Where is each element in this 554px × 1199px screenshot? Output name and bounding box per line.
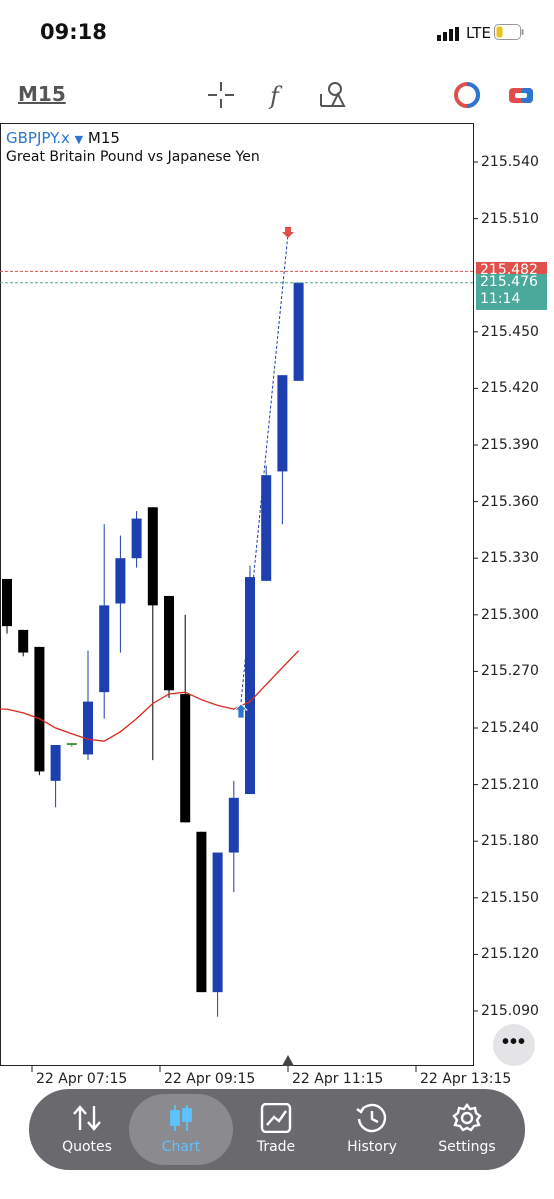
tab-trade[interactable]: Trade <box>228 1089 324 1170</box>
candle-body <box>261 475 272 581</box>
tab-history[interactable]: History <box>324 1089 420 1170</box>
price-axis-label: 215.510 <box>481 210 539 227</box>
price-axis-label: 215.540 <box>481 154 539 170</box>
price-axis-label: 215.090 <box>481 1003 539 1019</box>
price-axis-label: 215.390 <box>481 437 539 453</box>
bar-countdown: 11:14 <box>480 291 521 307</box>
buy-arrow-icon <box>234 703 248 719</box>
chart-timeframe: M15 <box>87 129 120 147</box>
candles-icon <box>170 1105 192 1131</box>
tab-label: Settings <box>438 1139 496 1155</box>
more-dots-icon: ••• <box>501 1031 526 1053</box>
price-axis-label: 215.450 <box>481 323 539 340</box>
candle-body <box>115 558 126 604</box>
candle-body <box>164 595 174 691</box>
price-axis-label: 215.150 <box>481 889 539 906</box>
symbol-name[interactable]: GBPJPY.x <box>6 129 70 147</box>
symbol-title[interactable]: GBPJPY.x ▼ M15 <box>6 129 120 147</box>
candle-body <box>293 282 304 381</box>
chevron-down-icon[interactable]: ▼ <box>74 133 84 146</box>
price-axis-label: 215.240 <box>481 720 539 736</box>
chart-frame <box>0 123 474 1066</box>
tab-label: Chart <box>161 1139 201 1155</box>
trade-arrow-line <box>239 233 289 713</box>
candle-body <box>196 831 207 993</box>
trade-panel-icon[interactable] <box>452 80 482 110</box>
candle-body <box>245 577 255 795</box>
moving-average-line <box>0 650 300 742</box>
tab-label: Quotes <box>62 1139 112 1155</box>
candle-body <box>34 646 45 772</box>
more-button[interactable]: ••• <box>493 1024 535 1066</box>
price-axis-label: 215.180 <box>481 833 539 850</box>
time-axis-label: 22 Apr 07:15 <box>36 1071 128 1087</box>
candle-body <box>50 744 61 781</box>
candle-body <box>212 852 223 993</box>
bid-price: 215.476 <box>480 274 538 290</box>
candle-body <box>147 507 158 606</box>
price-axis-label: 215.270 <box>481 663 539 680</box>
time-axis-label: 22 Apr 11:15 <box>292 1071 384 1087</box>
tab-label: Trade <box>256 1139 296 1155</box>
candle-body <box>99 605 110 693</box>
quotes-arrows-icon <box>73 1105 101 1131</box>
price-axis-label: 215.300 <box>481 606 539 623</box>
price-axis-label: 215.420 <box>481 380 539 397</box>
signal-bars-icon <box>437 27 459 41</box>
objects-icon[interactable] <box>318 80 348 110</box>
tab-chart[interactable]: Chart <box>129 1094 233 1165</box>
price-axis-label: 215.120 <box>481 946 539 963</box>
time-axis-label: 22 Apr 13:15 <box>420 1071 512 1087</box>
gear-icon <box>452 1103 482 1132</box>
one-click-trade-icon[interactable] <box>506 80 536 110</box>
timeframe-button[interactable]: M15 <box>18 82 66 106</box>
status-time: 09:18 <box>40 20 107 44</box>
candle-body <box>18 629 29 653</box>
chart-toolbar: M15 f <box>0 70 554 120</box>
time-axis-label: 22 Apr 09:15 <box>164 1071 256 1087</box>
tab-settings[interactable]: Settings <box>419 1089 515 1170</box>
candle-body <box>2 578 12 627</box>
trade-chart-icon <box>260 1103 292 1133</box>
tab-label: History <box>347 1139 397 1155</box>
indicator-f-icon[interactable]: f <box>262 80 292 110</box>
tab-bar: Quotes Chart Trade History Settings <box>29 1089 525 1170</box>
symbol-description: Great Britain Pound vs Japanese Yen <box>6 149 260 165</box>
candle-body <box>180 694 191 823</box>
bid-price-tag: 215.476 11:14 <box>476 274 547 310</box>
battery-low-icon <box>494 24 524 40</box>
price-axis-label: 215.210 <box>481 776 539 793</box>
candle-body <box>131 518 142 559</box>
tab-quotes[interactable]: Quotes <box>39 1089 135 1170</box>
sell-arrow-icon <box>282 227 294 238</box>
candle-body <box>83 701 93 755</box>
history-clock-icon <box>356 1103 387 1133</box>
network-type: LTE <box>466 24 491 42</box>
crosshair-icon[interactable] <box>206 80 236 110</box>
candle-body <box>66 743 77 745</box>
price-chart[interactable] <box>0 0 554 1090</box>
candle-body <box>277 375 288 472</box>
price-axis-label: 215.330 <box>481 550 539 567</box>
candle-body <box>228 797 239 853</box>
price-axis-label: 215.360 <box>481 493 539 510</box>
current-time-marker-icon <box>282 1055 294 1066</box>
status-bar: 09:18 LTE <box>0 0 554 64</box>
